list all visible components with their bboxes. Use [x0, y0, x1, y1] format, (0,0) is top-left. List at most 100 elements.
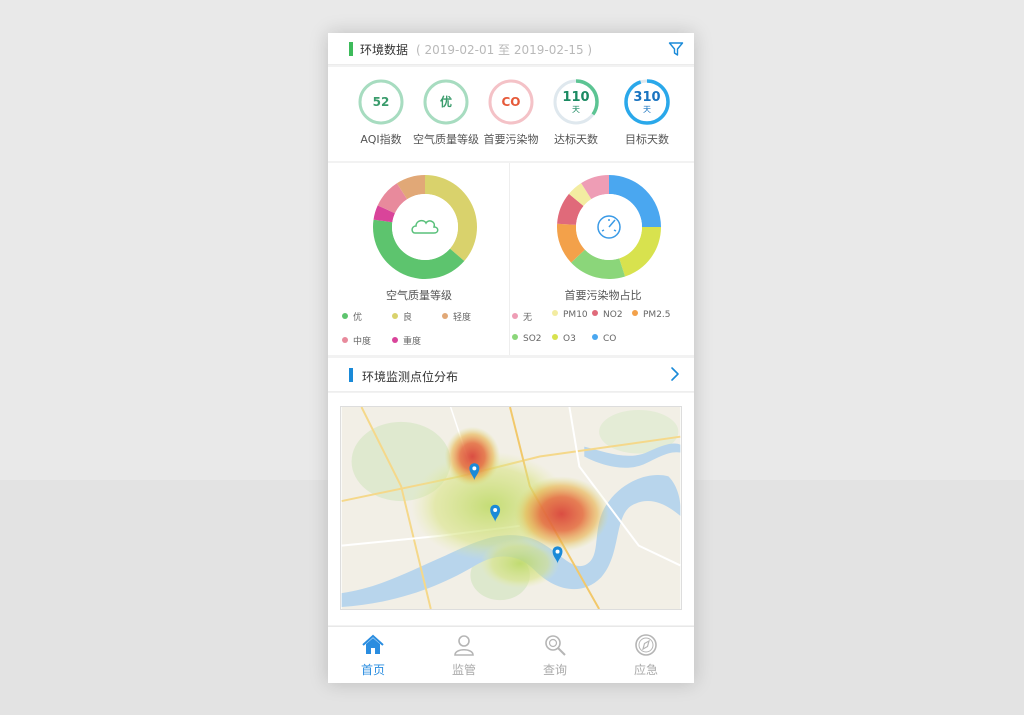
tab-supervision[interactable]: 监管 [434, 633, 494, 678]
donut-segment[interactable] [396, 175, 425, 200]
stat-label: 达标天数 [554, 133, 598, 146]
legend-item[interactable]: 良 [392, 310, 412, 323]
stat-item[interactable]: 优空气质量等级 [411, 79, 481, 147]
cloud-icon [411, 219, 439, 234]
filter-icon[interactable] [668, 41, 684, 57]
air-quality-caption: 空气质量等级 [386, 289, 452, 302]
map-container [328, 393, 694, 625]
donut-segment[interactable] [557, 193, 584, 225]
legend-label: 优 [353, 313, 363, 323]
donut-segment[interactable] [619, 227, 661, 277]
page-title: 环境数据 [360, 43, 409, 57]
legend-dot [512, 334, 518, 340]
legend-dot [552, 310, 558, 316]
legend-dot [552, 334, 558, 340]
stat-label: 首要污染物 [483, 133, 539, 146]
legend-dot [342, 313, 348, 319]
legend-label: PM10 [563, 310, 588, 320]
legend-label: NO2 [603, 310, 623, 320]
header: 环境数据 ( 2019-02-01 至 2019-02-15 ) [328, 33, 694, 65]
pollutant-caption: 首要污染物占比 [564, 289, 642, 302]
legend-dot [392, 337, 398, 343]
legend-label: 重度 [403, 337, 422, 347]
header-accent-bar [349, 42, 353, 56]
donut-segment[interactable] [373, 205, 395, 223]
phone-screen: 环境数据 ( 2019-02-01 至 2019-02-15 ) 52 AQI指数… [328, 33, 694, 683]
legend-item[interactable]: 无 [512, 310, 532, 323]
legend-dot [592, 334, 598, 340]
compass-icon [635, 634, 657, 656]
air-quality-panel[interactable]: 空气质量等级 优 良 轻度中度 重度 [328, 163, 510, 355]
legend-label: 良 [403, 313, 413, 323]
donut-segment[interactable] [581, 175, 609, 200]
legend-dot [442, 313, 448, 319]
stat-item[interactable]: CO 首要污染物 [476, 79, 546, 147]
legend-label: PM2.5 [643, 310, 671, 320]
donut-segment[interactable] [377, 183, 408, 214]
donut-segment[interactable] [568, 183, 592, 206]
stat-value: 110 [562, 89, 590, 105]
monitoring-section-header[interactable]: 环境监测点位分布 [328, 358, 694, 392]
legend-label: CO [603, 334, 617, 344]
legend-item[interactable]: PM10 [552, 310, 588, 320]
legend-label: 无 [523, 313, 533, 323]
stat-ring [423, 79, 469, 125]
home-icon [362, 634, 384, 654]
monitoring-map[interactable] [340, 406, 682, 610]
stat-unit: 天 [643, 104, 651, 114]
legend-item[interactable]: NO2 [592, 310, 623, 320]
legend-dot [342, 337, 348, 343]
tab-home[interactable]: 首页 [343, 633, 403, 678]
donut-segment[interactable] [373, 219, 465, 279]
stat-label: AQI指数 [360, 133, 402, 146]
stats-row: 52 AQI指数优空气质量等级 CO 首要污染物 110 天达标天数 310 天目标天数 [328, 67, 694, 161]
tab-query[interactable]: 查询 [525, 633, 585, 678]
stat-item[interactable]: 310 天目标天数 [612, 79, 682, 147]
pollutant-panel[interactable]: 首要污染物占比 无 PM10 NO2 PM2.5 SO2 O3 CO [512, 163, 694, 355]
legend-item[interactable]: 轻度 [442, 310, 471, 323]
date-range[interactable]: ( 2019-02-01 至 2019-02-15 ) [416, 43, 593, 57]
stat-unit: 天 [572, 104, 580, 114]
legend-label: SO2 [523, 334, 542, 344]
chevron-right-icon[interactable] [668, 366, 682, 382]
legend-item[interactable]: 重度 [392, 334, 421, 347]
air-quality-donut [373, 175, 477, 279]
donut-segment[interactable] [609, 175, 661, 227]
map-marker[interactable] [552, 546, 563, 564]
section-accent-bar [349, 368, 353, 382]
legend-item[interactable]: SO2 [512, 334, 542, 344]
tab-supervision-label: 监管 [451, 663, 476, 677]
tab-query-label: 查询 [542, 663, 567, 677]
legend-item[interactable]: O3 [552, 334, 576, 344]
legend-item[interactable]: 中度 [342, 334, 371, 347]
user-icon [454, 635, 474, 656]
stat-value: 52 [372, 95, 390, 109]
legend-item[interactable]: PM2.5 [632, 310, 671, 320]
stat-ring [553, 79, 599, 125]
pollutant-donut [557, 175, 661, 279]
legend-item[interactable]: 优 [342, 310, 362, 323]
legend-dot [632, 310, 638, 316]
legend-label: 中度 [353, 337, 372, 347]
tab-emergency[interactable]: 应急 [616, 633, 676, 678]
tab-emergency-label: 应急 [633, 663, 658, 677]
donut-segment[interactable] [425, 175, 477, 262]
legend-dot [392, 313, 398, 319]
map-marker[interactable] [490, 504, 501, 522]
legend-dot [592, 310, 598, 316]
legend-item[interactable]: CO [592, 334, 616, 344]
stat-value: 310 [633, 89, 661, 105]
donut-segment[interactable] [571, 249, 626, 279]
stat-item[interactable]: 52 AQI指数 [346, 79, 416, 147]
map-marker[interactable] [469, 463, 480, 481]
stat-ring [624, 79, 670, 125]
bottom-tab-bar: 首页 监管 查询 应急 [328, 626, 694, 683]
stat-ring [358, 79, 404, 125]
stat-item[interactable]: 110 天达标天数 [541, 79, 611, 147]
stat-label: 目标天数 [625, 133, 669, 146]
donut-segment[interactable] [557, 223, 585, 263]
search-icon [545, 635, 566, 656]
legend-label: O3 [563, 334, 576, 344]
monitoring-title: 环境监测点位分布 [362, 370, 459, 384]
stat-value: CO [501, 95, 521, 109]
